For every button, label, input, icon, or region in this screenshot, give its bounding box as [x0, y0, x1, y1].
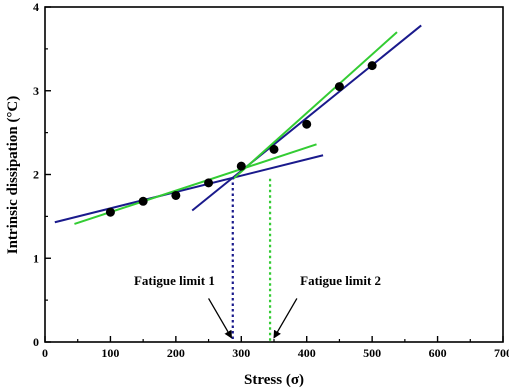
- x-tick-label: 0: [42, 346, 48, 360]
- data-point: [138, 196, 148, 206]
- y-tick-label: 2: [33, 168, 39, 182]
- y-tick-label: 3: [33, 84, 39, 98]
- axis-ticks: 0 100 200 300 400 500 600 700 0 1 2 3 4: [33, 0, 509, 360]
- x-axis-title: Stress (σ): [244, 372, 304, 388]
- annotation-label: Fatigue limit 2: [300, 273, 381, 288]
- x-tick-label: 500: [363, 346, 381, 360]
- x-tick-label: 600: [429, 346, 447, 360]
- data-point: [269, 144, 279, 154]
- fit-line: [232, 31, 398, 180]
- data-point: [302, 119, 312, 129]
- y-axis-title: Intrinsic dissipation (°C): [5, 96, 21, 255]
- x-tick-label: 300: [232, 346, 250, 360]
- annotation-arrow: [208, 298, 233, 339]
- data-point: [236, 161, 246, 171]
- fit-line: [54, 154, 324, 224]
- annotation-arrow: [273, 298, 298, 339]
- fatigue-limit-lines: [231, 177, 272, 342]
- plot-frame: [44, 6, 504, 343]
- y-tick-label: 4: [33, 0, 39, 14]
- data-points: [105, 61, 377, 217]
- fit-lines: [54, 24, 422, 225]
- x-tick-label: 700: [494, 346, 509, 360]
- x-tick-label: 400: [298, 346, 316, 360]
- y-tick-label: 0: [33, 335, 39, 349]
- fit-line: [191, 24, 422, 212]
- annotation-label: Fatigue limit 1: [134, 273, 215, 288]
- x-tick-label: 200: [167, 346, 185, 360]
- data-point: [334, 82, 344, 92]
- annotations: Fatigue limit 1 Fatigue limit 2: [134, 273, 381, 339]
- data-point: [204, 178, 214, 188]
- x-tick-label: 100: [101, 346, 119, 360]
- data-point: [105, 207, 115, 217]
- y-tick-label: 1: [33, 251, 39, 265]
- data-point: [367, 61, 377, 71]
- data-point: [171, 190, 181, 200]
- fit-line: [74, 143, 317, 225]
